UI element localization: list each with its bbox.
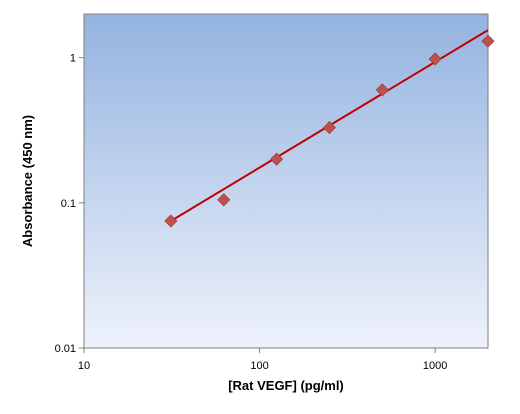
- data-point: [428, 52, 442, 66]
- x-tick-label: 100: [250, 360, 268, 372]
- data-point: [481, 34, 495, 48]
- data-point: [270, 152, 284, 166]
- data-point: [375, 83, 389, 97]
- y-axis-title: Absorbance (450 nm): [20, 115, 35, 247]
- y-tick-label: 0.1: [61, 198, 76, 210]
- x-axis-ticks: 10 100 1000: [78, 348, 447, 372]
- y-tick-label: 1: [70, 53, 76, 65]
- data-point: [217, 193, 231, 207]
- x-axis-title: [Rat VEGF] (pg/ml): [228, 378, 344, 393]
- y-tick-label: 0.01: [55, 343, 76, 355]
- y-axis-ticks: 0.01 0.1 1: [55, 53, 84, 355]
- data-point: [164, 214, 178, 228]
- x-tick-label: 10: [78, 360, 90, 372]
- data-points: [164, 34, 495, 228]
- data-point: [322, 121, 337, 135]
- plot-area: [83, 13, 489, 349]
- x-tick-label: 1000: [423, 360, 447, 372]
